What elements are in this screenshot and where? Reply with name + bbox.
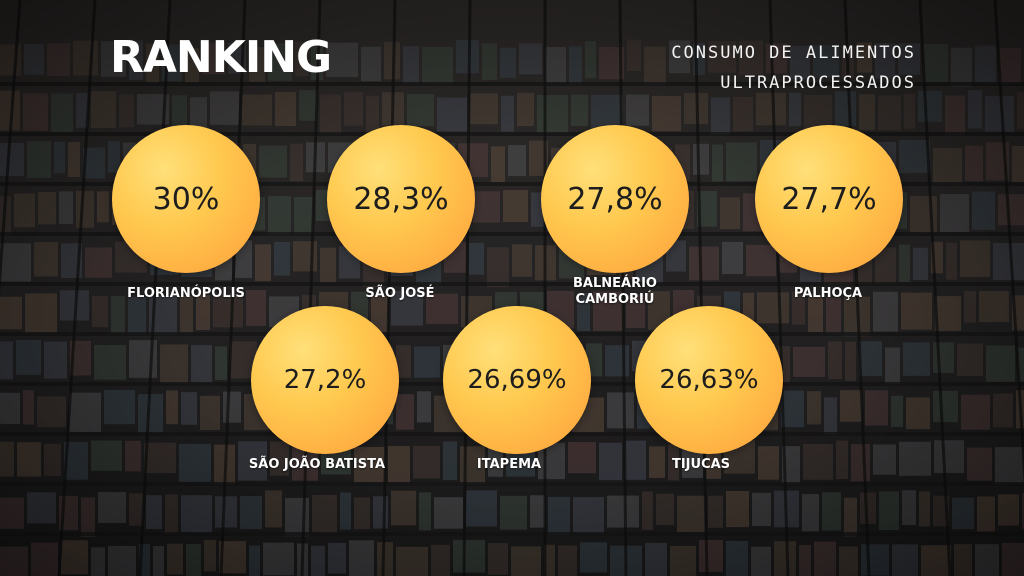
ranking-value: 27,7% — [781, 181, 877, 217]
ranking-value: 26,63% — [659, 365, 759, 395]
ranking-bubble-tijucas: 26,63% — [635, 306, 783, 454]
ranking-city-label: ITAPEMA — [476, 457, 542, 472]
ranking-value: 27,2% — [283, 365, 367, 395]
subtitle-line-2: ULTRAPROCESSADOS — [720, 73, 916, 93]
ranking-value: 26,69% — [467, 365, 567, 395]
ranking-city-label: PALHOÇA — [793, 286, 863, 301]
ranking-city-label: SÃO JOÃO BATISTA — [248, 457, 386, 472]
ranking-city-label: BALNEÁRIO CAMBORIÚ — [515, 276, 715, 308]
ranking-bubble-itapema: 26,69% — [443, 306, 591, 454]
subtitle-line-1: CONSUMO DE ALIMENTOS — [671, 43, 916, 63]
ranking-value: 27,8% — [567, 181, 663, 217]
ranking-value: 28,3% — [353, 181, 449, 217]
ranking-bubble-balneario-camboriu: 27,8% — [541, 125, 689, 273]
ranking-city-label: TIJUCAS — [671, 457, 731, 472]
ranking-bubble-florianopolis: 30% — [112, 125, 260, 273]
ranking-city-label: SÃO JOSÉ — [365, 286, 435, 301]
city-label-line-1: BALNEÁRIO — [573, 276, 657, 291]
ranking-value: 30% — [152, 181, 220, 217]
ranking-bubble-sao-joao-batista: 27,2% — [251, 306, 399, 454]
page-subtitle: CONSUMO DE ALIMENTOS ULTRAPROCESSADOS — [556, 38, 916, 98]
ranking-city-label: FLORIANÓPOLIS — [127, 286, 245, 301]
ranking-bubble-sao-jose: 28,3% — [327, 125, 475, 273]
ranking-bubble-palhoca: 27,7% — [755, 125, 903, 273]
page-title: RANKING — [110, 32, 332, 83]
city-label-line-2: CAMBORIÚ — [575, 292, 655, 307]
